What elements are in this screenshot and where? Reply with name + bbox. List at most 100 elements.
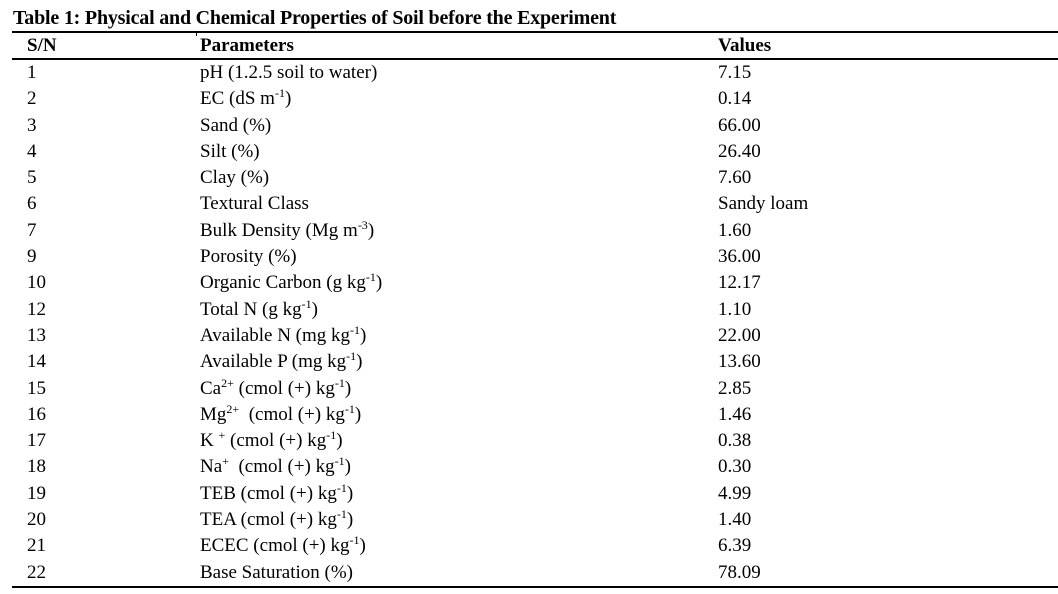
row-parameter: TEA (cmol (+) kg-1) [200,507,353,533]
parameter-text: TEA (cmol (+) kg [200,509,337,531]
parameter-text: Available P (mg kg [200,351,347,373]
table-row: 2 EC (dS m-1) 0.14 [12,86,1058,112]
parameter-text: Bulk Density (Mg m [200,219,358,241]
table-row: 9 Porosity (%) 36.00 [12,244,1058,270]
parameter-suffix: ) [346,482,354,504]
parameter-superscript: 2+ [221,375,234,390]
row-value: 1.10 [718,298,752,320]
table-row: 4 Silt (%) 26.40 [12,139,1058,165]
parameter-suffix: (cmol (+) kg-1) [228,454,351,478]
row-sn: 9 [27,246,37,268]
row-value: 12.17 [718,272,761,294]
row-sn: 13 [27,324,46,346]
parameter-suffix: (cmol (+) kg-1) [239,401,362,425]
table-row: 16 Mg2+ (cmol (+) kg-1) 1.46 [12,402,1058,428]
row-parameter: Organic Carbon (g kg-1) [200,270,382,296]
parameter-text: Total N (g kg [200,298,302,320]
parameter-text: Na [200,456,223,478]
row-value: 36.00 [718,246,761,268]
parameter-superscript: -1 [350,322,361,337]
parameter-suffix: ) [375,272,383,294]
parameter-superscript: -1 [336,507,347,522]
row-value: 1.60 [718,219,752,241]
row-sn: 16 [27,403,46,425]
header-values: Values [718,35,772,56]
table-row: 6 Textural Class Sandy loam [12,191,1058,217]
row-value: 1.46 [718,403,752,425]
row-value: 0.14 [718,88,752,110]
parameter-suffix: ) [359,535,366,557]
parameter-superscript: -1 [301,296,312,311]
row-value: 13.60 [718,351,761,373]
parameter-superscript: + [218,428,226,443]
row-parameter: Clay (%) [200,165,269,191]
parameter-text: Mg [200,403,227,425]
header-sn: S/N [27,35,57,56]
parameter-superscript: -1 [349,533,360,548]
row-value: 2.85 [718,377,752,399]
row-sn: 2 [27,88,37,110]
row-parameter: Available N (mg kg-1) [200,323,366,349]
row-sn: 4 [27,140,37,162]
table-header-row: S/N Parameters Values [12,33,1058,58]
column-tick [196,33,197,36]
table-row: 1 pH (1.2.5 soil to water) 7.15 [12,60,1058,86]
row-sn: 20 [27,509,46,531]
table-row: 20 TEA (cmol (+) kg-1) 1.40 [12,507,1058,533]
table-row: 22 Base Saturation (%) 78.09 [12,560,1058,586]
row-sn: 7 [27,219,37,241]
row-value: 7.60 [718,167,752,189]
row-sn: 21 [27,535,46,557]
row-value: 1.40 [718,509,752,531]
row-sn: 19 [27,482,46,504]
parameter-suffix: ) [346,509,354,531]
row-parameter: Mg2+ (cmol (+) kg-1) [200,402,361,428]
row-value: 78.09 [718,561,761,583]
table-row: 15 Ca2+ (cmol (+) kg-1) 2.85 [12,376,1058,402]
parameter-text: Porosity (%) [200,246,297,268]
row-value: 26.40 [718,140,761,162]
row-sn: 5 [27,167,37,189]
row-value: 7.15 [718,62,752,83]
table-row: 3 Sand (%) 66.00 [12,113,1058,139]
row-sn: 12 [27,298,46,320]
row-parameter: Ca2+ (cmol (+) kg-1) [200,376,351,402]
row-parameter: Silt (%) [200,139,260,165]
parameter-suffix: (cmol (+) kg-1) [225,428,343,452]
parameter-text: K [200,430,219,452]
row-parameter: Bulk Density (Mg m-3) [200,218,374,244]
row-value: 22.00 [718,324,761,346]
row-parameter: Porosity (%) [200,244,297,270]
row-parameter: Total N (g kg-1) [200,297,318,323]
row-value: 66.00 [718,114,761,136]
parameter-superscript: -3 [357,217,368,232]
parameter-superscript: -1 [346,349,357,364]
parameter-text: Ca [200,377,222,399]
row-parameter: pH (1.2.5 soil to water) [200,60,377,86]
row-value: 4.99 [718,482,752,504]
parameter-suffix: ) [311,298,318,320]
parameter-text: Organic Carbon (g kg [200,272,366,294]
parameter-text: TEB (cmol (+) kg [200,482,337,504]
soil-properties-table: S/N Parameters Values 1 pH (1.2.5 soil to… [12,31,1058,588]
parameter-text: Textural Class [200,193,309,215]
row-parameter: TEB (cmol (+) kg-1) [200,481,353,507]
parameter-superscript: -1 [365,270,376,285]
row-parameter: Available P (mg kg-1) [200,349,363,375]
parameter-text: pH (1.2.5 soil to water) [200,62,378,83]
parameter-text: Base Saturation (%) [200,561,354,583]
row-sn: 18 [27,456,46,478]
parameter-superscript: + [222,454,229,469]
parameter-text: Silt (%) [200,140,260,162]
row-sn: 1 [27,62,37,83]
parameter-suffix: ) [284,88,292,110]
row-sn: 15 [27,377,46,399]
row-parameter: Base Saturation (%) [200,560,353,586]
table-row: 10 Organic Carbon (g kg-1) 12.17 [12,270,1058,296]
row-parameter: Sand (%) [200,113,271,139]
parameter-suffix: ) [367,219,375,241]
row-sn: 17 [27,430,46,452]
row-sn: 14 [27,351,46,373]
row-sn: 6 [27,193,37,215]
row-sn: 3 [27,114,37,136]
